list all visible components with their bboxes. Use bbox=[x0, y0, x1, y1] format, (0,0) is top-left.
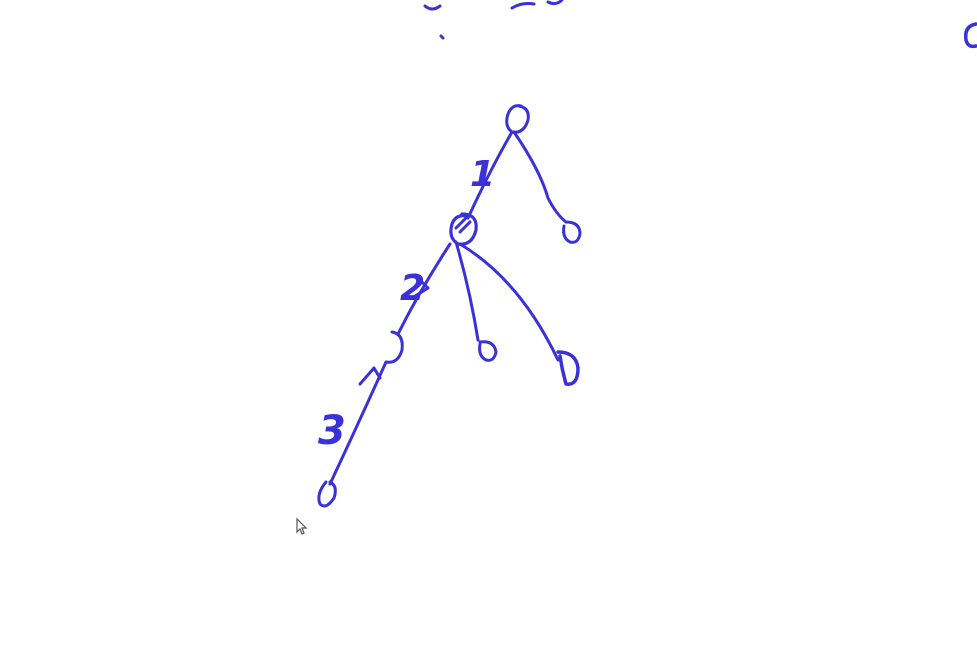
node-root-right-leaf bbox=[562, 220, 582, 244]
node-mid-leaf-a bbox=[478, 340, 498, 362]
node-mid bbox=[449, 212, 478, 246]
node-root bbox=[505, 104, 530, 134]
partial-scribble-top bbox=[423, 0, 564, 40]
mouse-pointer-icon bbox=[296, 517, 308, 535]
node-bottom bbox=[317, 480, 337, 508]
edge-root-mid bbox=[466, 130, 514, 220]
node-mid-scribble bbox=[454, 216, 472, 234]
partial-scribble-right bbox=[963, 22, 977, 49]
node-mid-leaf-b bbox=[556, 350, 580, 386]
arrow-head-edge-3 bbox=[358, 366, 382, 386]
edge-mid-leaf-a bbox=[454, 240, 480, 342]
edge-root-right-leaf bbox=[512, 130, 568, 224]
edge-label-3: 3 bbox=[318, 408, 346, 454]
arrow-head-edge-2 bbox=[410, 278, 430, 300]
edge-mid-lower bbox=[396, 242, 452, 336]
node-lower bbox=[384, 330, 404, 364]
tree-nodes bbox=[317, 104, 582, 508]
tree-edges bbox=[328, 130, 568, 486]
edge-lower-bottom bbox=[328, 360, 388, 486]
edge-label-2: 2 bbox=[400, 268, 425, 309]
edge-label-1: 1 bbox=[470, 154, 495, 195]
edge-mid-leaf-b bbox=[458, 242, 560, 362]
edge-labels: 1 2 3 bbox=[318, 154, 495, 454]
arrow-marks bbox=[358, 278, 430, 386]
